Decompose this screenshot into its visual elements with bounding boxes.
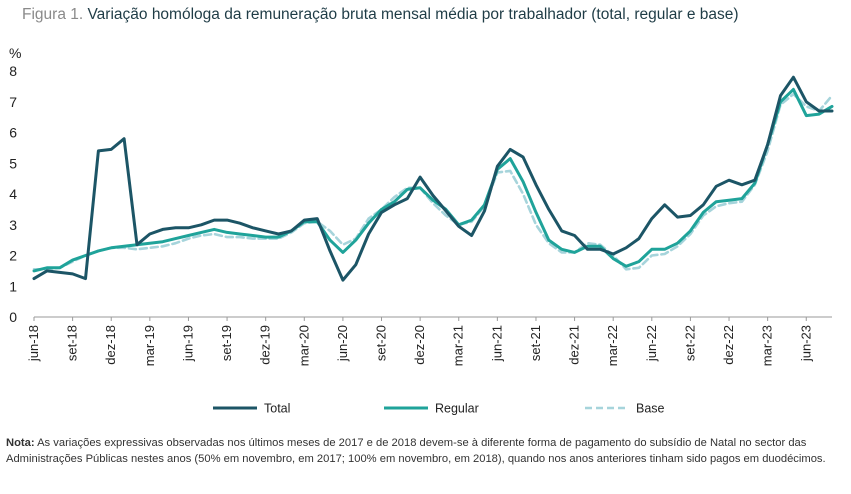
x-tick-label: jun-19 (180, 325, 195, 362)
x-tick-label: set-20 (374, 325, 389, 361)
x-tick-label: mar-22 (605, 325, 620, 366)
y-tick-label: 0 (9, 309, 17, 325)
legend: Total Regular Base (213, 402, 665, 416)
x-tick-label: dez-20 (412, 325, 427, 365)
x-tick-label: dez-22 (721, 325, 736, 365)
x-tick-label: set-22 (682, 325, 697, 361)
x-tick-label: dez-18 (103, 325, 118, 365)
x-tick-label: jun-21 (489, 325, 504, 362)
y-tick-label: 5 (9, 155, 17, 171)
y-tick-label: 1 (9, 278, 17, 294)
legend-label-base: Base (636, 402, 665, 416)
x-tick-label: set-21 (528, 325, 543, 361)
y-tick-label: 8 (9, 63, 17, 79)
series-lines (32, 75, 834, 282)
series-line-total (32, 75, 834, 282)
x-tick-label: mar-19 (142, 325, 157, 366)
series-line-regular (32, 87, 834, 273)
x-tick-label: set-19 (219, 325, 234, 361)
footnote: Nota: As variações expressivas observada… (6, 435, 846, 467)
x-tick-label: jun-18 (26, 325, 41, 362)
chart-title-text: Variação homóloga da remuneração bruta m… (87, 6, 739, 23)
legend-label-regular: Regular (435, 402, 479, 416)
footnote-text: As variações expressivas observadas nos … (6, 437, 826, 465)
x-tick-label: mar-21 (451, 325, 466, 366)
y-axis-unit: % (9, 45, 21, 61)
figure-number: Figura 1. (22, 6, 84, 23)
y-tick-label: 2 (9, 248, 17, 264)
x-tick-label: dez-21 (567, 325, 582, 365)
x-tick-label: jun-22 (644, 325, 659, 362)
x-tick-label: mar-20 (296, 325, 311, 366)
y-tick-label: 7 (9, 94, 17, 110)
x-tick-label: jun-23 (798, 325, 813, 362)
y-tick-label: 3 (9, 217, 17, 233)
x-tick-label: dez-19 (258, 325, 273, 365)
y-tick-label: 4 (9, 186, 17, 202)
legend-label-total: Total (264, 402, 290, 416)
x-tick-label: jun-20 (335, 325, 350, 362)
y-tick-label: 6 (9, 125, 17, 141)
series-line-base (32, 92, 834, 271)
footnote-label: Nota: (6, 437, 35, 449)
x-axis-ticks: jun-18 set-18 dez-18 mar-19 jun-19 set-19 dez-… (26, 317, 813, 366)
y-axis-ticks: 0 1 2 3 4 5 6 7 8 (9, 63, 17, 325)
x-tick-label: set-18 (65, 325, 80, 361)
chart-title: Figura 1. Variação homóloga da remuneraç… (22, 6, 739, 24)
x-tick-label: mar-23 (760, 325, 775, 366)
